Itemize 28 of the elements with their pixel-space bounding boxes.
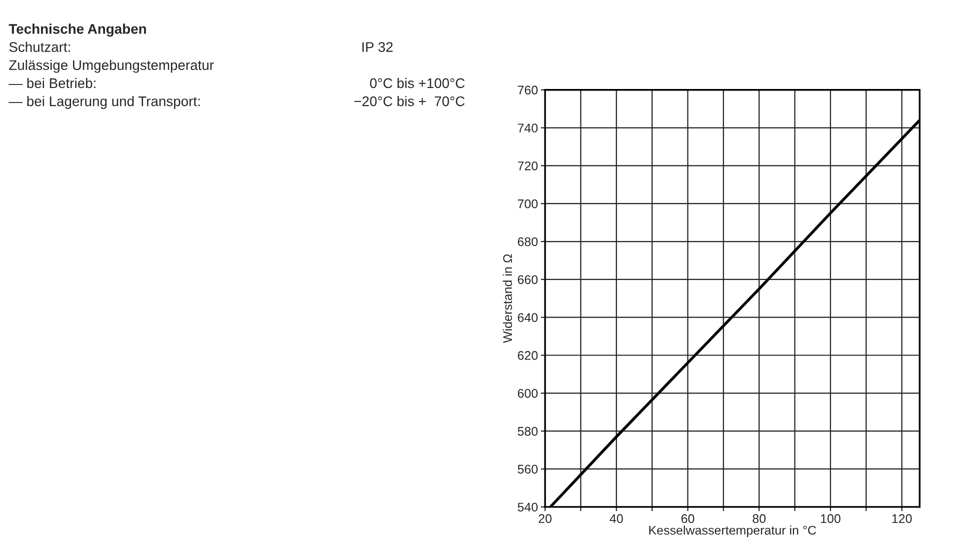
x-tick-label: 120 [892,514,912,524]
y-tick-label: 660 [518,275,538,284]
text: −20°C bis + 70°C [354,96,465,106]
y-tick-label: 760 [518,86,538,95]
x-axis-title: Kesselwassertemperatur in °C [649,525,816,538]
text: — bei Lagerung und Transport: [8,96,200,109]
y-tick-label: 540 [518,502,538,512]
y-tick-label: 620 [518,351,538,360]
text: 0°C bis +100°C [370,78,465,88]
y-tick-label: 680 [518,237,538,246]
text: Zulässige Umgebungstemperatur [9,60,214,73]
y-tick-label: 600 [518,388,538,398]
y-tick-label: 640 [518,313,538,322]
y-tick-label: 560 [518,464,538,474]
x-tick-label: 40 [610,514,623,524]
text: — bei Betrieb: [8,78,96,88]
x-tick-label: 80 [752,514,766,524]
y-tick-label: 720 [518,161,538,170]
text: IP 32 [362,42,393,52]
text: Schutzart: [9,42,70,52]
x-tick-label: 60 [681,514,694,524]
x-tick-label: 100 [821,514,840,524]
x-tick-label: 20 [538,514,552,524]
text: Technische Angaben [8,24,146,37]
y-axis-title: Widerstand in Ω [502,254,512,343]
y-tick-label: 740 [518,124,538,132]
y-tick-label: 700 [518,199,538,208]
y-tick-label: 580 [518,426,538,436]
